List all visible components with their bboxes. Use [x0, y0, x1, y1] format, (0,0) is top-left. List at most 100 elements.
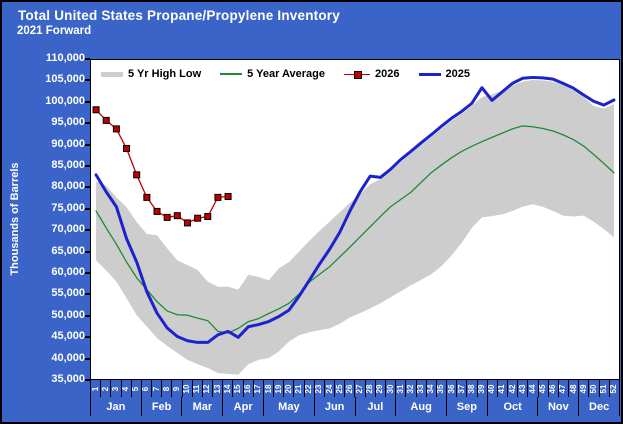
series-marker-2026 — [183, 219, 191, 227]
x-week-cell: 42 — [507, 380, 517, 397]
y-tick-label: 110,000 — [45, 52, 85, 64]
series-marker-2026 — [204, 213, 212, 221]
x-week-cell: 40 — [486, 380, 497, 397]
series-marker-2026 — [92, 106, 100, 114]
x-week-cell: 39 — [476, 380, 487, 397]
x-month-label: Dec — [578, 397, 620, 416]
x-week-label: 8 — [161, 386, 171, 391]
x-week-label: 47 — [558, 384, 568, 393]
x-week-cell: 51 — [598, 380, 609, 397]
x-week-cell: 20 — [283, 380, 293, 397]
series-band-5yr-high-low — [96, 79, 614, 375]
x-week-label: 1 — [90, 386, 100, 391]
x-week-cell: 14 — [222, 380, 232, 397]
x-month-label: Jan — [90, 397, 141, 416]
y-tick-label: 60,000 — [51, 266, 85, 278]
x-week-cell: 9 — [171, 380, 181, 397]
y-tick-label: 35,000 — [51, 373, 85, 385]
legend-label: 5 Yr High Low — [128, 68, 202, 80]
y-tick-mark — [85, 314, 90, 317]
series-marker-2026 — [224, 193, 232, 201]
series-marker-2026 — [143, 193, 151, 201]
x-week-cell: 29 — [374, 380, 385, 397]
x-week-cell: 18 — [262, 380, 273, 397]
x-week-cell: 16 — [242, 380, 253, 397]
x-week-label: 26 — [344, 384, 354, 393]
x-month-label: Jul — [354, 397, 396, 416]
y-tick-mark — [85, 250, 90, 253]
legend-label: 2026 — [375, 68, 400, 80]
series-marker-2026 — [112, 125, 120, 133]
legend-item: 2026 — [344, 68, 400, 80]
x-week-cell: 47 — [557, 380, 568, 397]
x-week-cell: 27 — [354, 380, 364, 397]
x-week-cell: 3 — [110, 380, 120, 397]
x-week-cell: 10 — [181, 380, 192, 397]
x-week-label: 48 — [568, 384, 578, 393]
y-tick-label: 65,000 — [51, 244, 85, 257]
y-tick-mark — [85, 336, 90, 339]
x-week-cell: 25 — [334, 380, 344, 397]
x-month-label: Nov — [537, 397, 578, 416]
x-week-label: 21 — [294, 384, 304, 393]
series-marker-2026 — [194, 214, 202, 222]
x-week-label: 39 — [477, 384, 487, 393]
x-axis-month-labels: Jan Feb Mar Apr May Jun Jul Aug Sep Oct Nov Dec — [90, 397, 620, 416]
x-week-label: 29 — [375, 384, 385, 393]
x-week-label: 28 — [365, 384, 375, 393]
legend-marker — [354, 70, 363, 79]
y-tick-label: 75,000 — [51, 201, 85, 214]
x-week-label: 6 — [141, 386, 151, 391]
x-week-cell: 48 — [568, 380, 578, 397]
x-week-label: 5 — [131, 386, 141, 391]
y-tick-label: 105,000 — [45, 73, 85, 86]
y-tick-label: 50,000 — [51, 308, 85, 321]
x-week-cell: 4 — [120, 380, 131, 397]
y-tick-label: 45,000 — [51, 330, 85, 343]
y-tick-mark — [85, 100, 90, 103]
x-week-cell: 38 — [466, 380, 476, 397]
x-week-cell: 35 — [435, 380, 446, 397]
y-tick-label: 40,000 — [51, 351, 85, 364]
x-week-label: 33 — [416, 384, 426, 393]
x-week-label: 49 — [578, 384, 588, 393]
x-week-label: 45 — [538, 384, 548, 393]
x-week-cell: 7 — [151, 380, 161, 397]
x-week-label: 38 — [466, 384, 476, 393]
x-week-cell: 17 — [252, 380, 263, 397]
y-tick-mark — [85, 293, 90, 296]
x-week-cell: 44 — [527, 380, 537, 397]
x-week-label: 23 — [314, 384, 324, 393]
x-week-label: 31 — [395, 384, 405, 393]
x-week-label: 3 — [110, 386, 120, 391]
y-tick-label: 95,000 — [51, 116, 85, 129]
x-week-cell: 8 — [161, 380, 171, 397]
x-week-label: 27 — [355, 384, 365, 393]
x-axis-week-labels: 1 2 3 4 5 6 7 8 9 10 11 12 13 14 15 16 17 18 19 20 21 22 23 24 2… — [90, 380, 620, 397]
y-tick-mark — [85, 165, 90, 167]
x-month-label: May — [263, 397, 314, 416]
y-tick-label: 85,000 — [51, 159, 85, 171]
x-week-cell: 49 — [578, 380, 588, 397]
x-week-cell: 52 — [608, 380, 620, 397]
x-week-cell: 19 — [273, 380, 283, 397]
legend-label: 5 Year Average — [247, 68, 326, 80]
x-week-label: 32 — [405, 384, 415, 393]
x-week-label: 10 — [182, 384, 192, 393]
x-week-cell: 21 — [293, 380, 303, 397]
y-tick-mark — [85, 272, 90, 274]
x-week-cell: 34 — [425, 380, 436, 397]
x-week-label: 15 — [232, 384, 242, 393]
x-week-cell: 30 — [384, 380, 395, 397]
legend-item: 5 Yr High Low — [101, 68, 201, 80]
y-tick-mark — [85, 379, 90, 381]
x-month-label: Aug — [395, 397, 446, 416]
y-tick-label: 100,000 — [45, 94, 85, 107]
series-line-5-year-average — [95, 125, 615, 334]
legend-label: 2025 — [445, 68, 470, 80]
x-week-label: 34 — [426, 384, 436, 393]
y-tick-mark — [85, 79, 90, 82]
x-week-label: 44 — [527, 384, 537, 393]
x-week-cell: 24 — [323, 380, 334, 397]
